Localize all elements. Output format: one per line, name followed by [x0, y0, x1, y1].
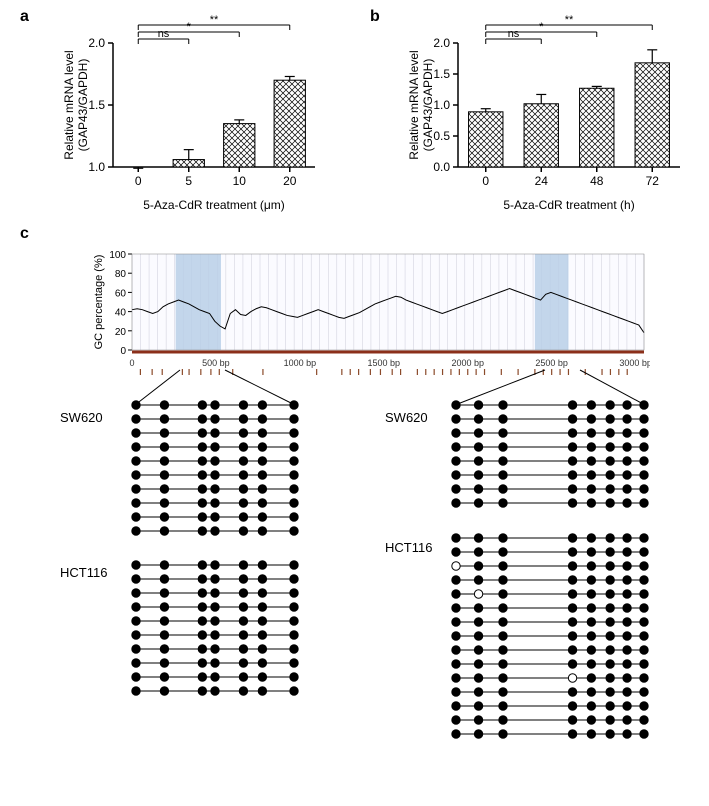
svg-text:0.0: 0.0	[433, 160, 450, 174]
lollipop-r1-sw620	[130, 395, 300, 545]
svg-text:GC percentage (%): GC percentage (%)	[93, 255, 105, 350]
svg-text:5-Aza-CdR treatment (μm): 5-Aza-CdR treatment (μm)	[143, 198, 285, 212]
svg-text:20: 20	[115, 327, 127, 338]
svg-text:ns: ns	[158, 28, 170, 40]
hct116-label-r2: HCT116	[385, 540, 432, 555]
svg-text:0: 0	[129, 358, 134, 368]
svg-text:72: 72	[646, 174, 660, 188]
svg-text:10: 10	[233, 174, 247, 188]
svg-text:3000 bp: 3000 bp	[619, 358, 650, 368]
svg-text:5-Aza-CdR treatment (h): 5-Aza-CdR treatment (h)	[503, 198, 634, 212]
svg-text:0.5: 0.5	[433, 129, 450, 143]
svg-text:**: **	[565, 15, 574, 26]
svg-text:0: 0	[120, 346, 126, 357]
svg-text:0: 0	[135, 174, 142, 188]
panel-a-chart: 1.0 1.5 2.0 Relative mRNA level(GAP43/GAPDH…	[55, 15, 325, 215]
panel-a-label: a	[20, 8, 29, 26]
lollipop-r2-sw620	[450, 395, 650, 518]
svg-text:500 bp: 500 bp	[202, 358, 230, 368]
svg-text:Relative mRNA level: Relative mRNA level	[407, 50, 421, 159]
svg-text:5: 5	[185, 174, 192, 188]
svg-text:2.0: 2.0	[88, 36, 105, 50]
svg-text:ns: ns	[508, 28, 520, 40]
sw620-label-r1: SW620	[60, 410, 103, 425]
svg-text:*: *	[187, 21, 192, 33]
svg-text:2000 bp: 2000 bp	[451, 358, 484, 368]
svg-text:*: *	[539, 21, 544, 33]
svg-text:0: 0	[482, 174, 489, 188]
svg-text:60: 60	[115, 288, 127, 299]
panel-c-gcplot: 0 20 40 60 80 100 GC percentage (%) 0 500 bp 1000…	[90, 250, 650, 380]
svg-text:(GAP43/GAPDH): (GAP43/GAPDH)	[421, 59, 435, 152]
svg-text:(GAP43/GAPDH): (GAP43/GAPDH)	[76, 59, 90, 152]
svg-text:2.0: 2.0	[433, 36, 450, 50]
lollipop-r2-hct116	[450, 528, 650, 748]
svg-text:1.0: 1.0	[88, 160, 105, 174]
hct116-label-r1: HCT116	[60, 565, 107, 580]
panel-b-label: b	[370, 8, 380, 26]
svg-text:24: 24	[535, 174, 549, 188]
svg-text:2500 bp: 2500 bp	[535, 358, 568, 368]
lollipop-r1-hct116	[130, 555, 300, 705]
panel-c-label: c	[20, 225, 29, 243]
svg-text:1.5: 1.5	[433, 67, 450, 81]
svg-text:80: 80	[115, 269, 127, 280]
svg-text:**: **	[210, 15, 219, 26]
svg-text:40: 40	[115, 308, 127, 319]
svg-text:1.0: 1.0	[433, 98, 450, 112]
svg-text:20: 20	[283, 174, 297, 188]
svg-text:1.5: 1.5	[88, 98, 105, 112]
svg-text:1500 bp: 1500 bp	[368, 358, 401, 368]
svg-text:Relative mRNA level: Relative mRNA level	[62, 50, 76, 159]
panel-b-chart: 0.0 0.5 1.0 1.5 2.0 Relative mRNA level(GAP43…	[400, 15, 690, 215]
svg-text:1000 bp: 1000 bp	[284, 358, 317, 368]
svg-text:48: 48	[590, 174, 604, 188]
svg-text:100: 100	[109, 250, 126, 261]
sw620-label-r2: SW620	[385, 410, 428, 425]
